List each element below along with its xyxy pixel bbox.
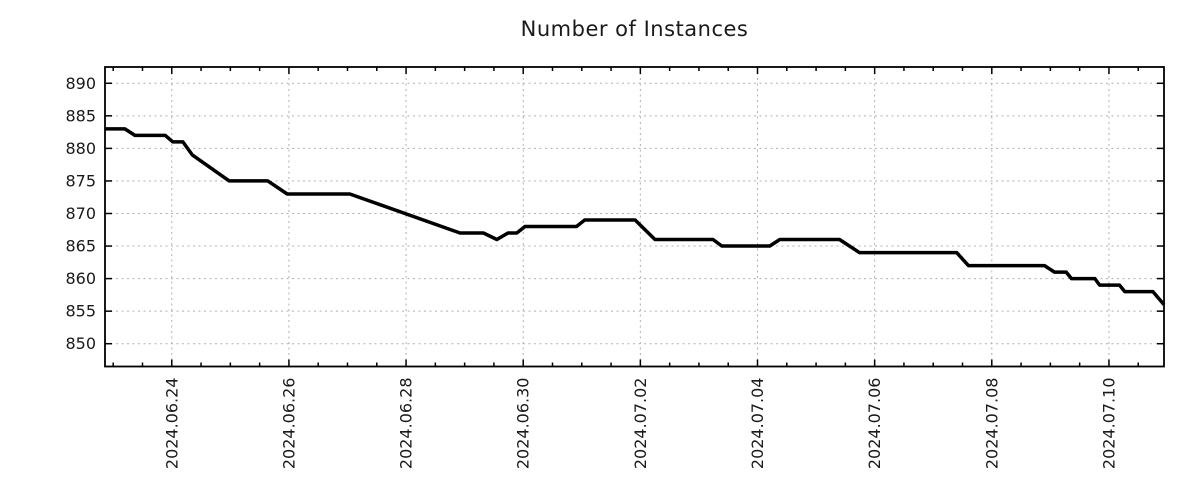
y-tick-label: 870 xyxy=(65,204,96,223)
x-tick-label: 2024.07.06 xyxy=(865,378,884,470)
gridlines xyxy=(105,67,1164,367)
x-tick-label: 2024.06.26 xyxy=(279,378,298,470)
axis-labels: 850 855 860 865 870 875 880 885 890 2024.06.24 202… xyxy=(65,74,1118,469)
x-tick-label: 2024.07.10 xyxy=(1099,378,1118,470)
x-tick-label: 2024.06.24 xyxy=(162,378,181,470)
y-tick-label: 890 xyxy=(65,74,96,93)
chart-title: Number of Instances xyxy=(520,17,749,41)
y-tick-label: 875 xyxy=(65,171,96,190)
y-tick-label: 855 xyxy=(65,302,96,321)
x-tick-label: 2024.06.28 xyxy=(397,378,416,470)
y-tick-label: 860 xyxy=(65,269,96,288)
x-tick-label: 2024.07.04 xyxy=(748,378,767,470)
axis-ticks xyxy=(105,67,1164,367)
y-tick-label: 880 xyxy=(65,139,96,158)
y-tick-label: 850 xyxy=(65,334,96,353)
y-tick-label: 865 xyxy=(65,237,96,256)
x-tick-label: 2024.06.30 xyxy=(514,378,533,470)
x-tick-label: 2024.07.08 xyxy=(982,378,1001,470)
y-tick-label: 885 xyxy=(65,106,96,125)
plot-border xyxy=(104,66,1165,368)
x-tick-label: 2024.07.02 xyxy=(631,378,650,470)
data-series-line xyxy=(105,127,1166,306)
